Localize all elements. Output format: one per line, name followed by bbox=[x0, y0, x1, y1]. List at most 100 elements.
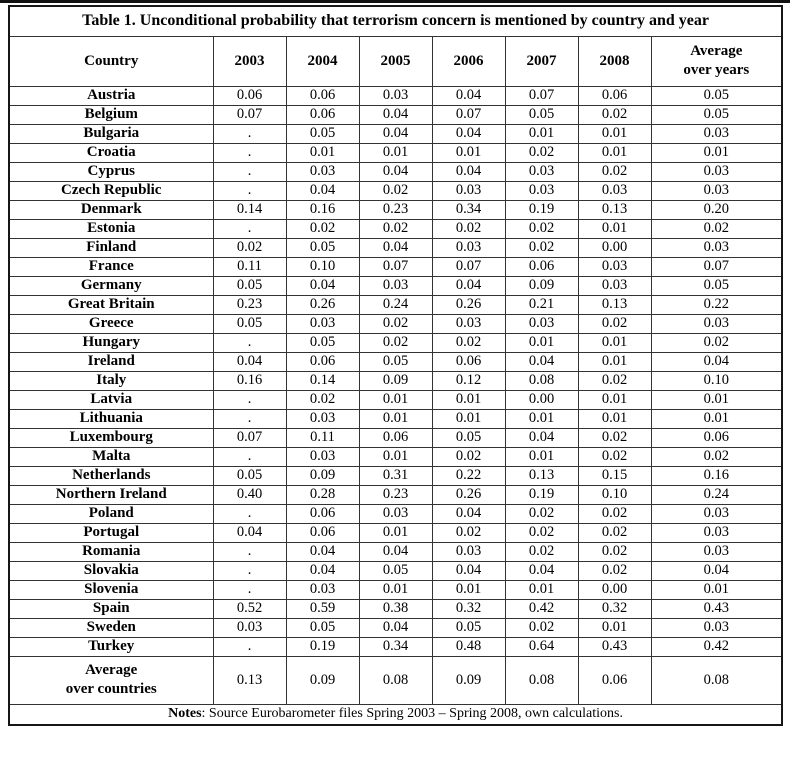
value-cell: 0.20 bbox=[650, 199, 783, 220]
value-cell: 0.23 bbox=[358, 484, 433, 505]
value-cell: 0.02 bbox=[577, 503, 652, 524]
value-cell: 0.01 bbox=[577, 617, 652, 638]
value-cell: 0.16 bbox=[212, 370, 287, 391]
value-cell: 0.02 bbox=[358, 218, 433, 239]
value-cell: 0.12 bbox=[431, 370, 506, 391]
table-row: Romania . 0.04 0.04 0.03 0.02 0.02 0.03 bbox=[8, 541, 783, 562]
value-cell: 0.00 bbox=[577, 579, 652, 600]
value-cell: 0.03 bbox=[431, 237, 506, 258]
value-cell: 0.28 bbox=[285, 484, 360, 505]
value-cell: 0.02 bbox=[285, 218, 360, 239]
country-cell: Greece bbox=[8, 313, 214, 334]
table-row: Finland 0.02 0.05 0.04 0.03 0.02 0.00 0.… bbox=[8, 237, 783, 258]
value-cell: 0.05 bbox=[285, 617, 360, 638]
value-cell: 0.02 bbox=[212, 237, 287, 258]
value-cell: 0.34 bbox=[358, 636, 433, 657]
country-cell: France bbox=[8, 256, 214, 277]
summary-value-cell: 0.08 bbox=[650, 655, 783, 705]
value-cell: 0.11 bbox=[285, 427, 360, 448]
value-cell: 0.02 bbox=[650, 332, 783, 353]
value-cell: . bbox=[212, 446, 287, 467]
value-cell: 0.10 bbox=[577, 484, 652, 505]
column-header-average: Average over years bbox=[650, 35, 783, 87]
table-row: Estonia . 0.02 0.02 0.02 0.02 0.01 0.02 bbox=[8, 218, 783, 239]
value-cell: 0.01 bbox=[358, 389, 433, 410]
value-cell: 0.22 bbox=[431, 465, 506, 486]
country-cell: Poland bbox=[8, 503, 214, 524]
value-cell: 0.02 bbox=[504, 522, 579, 543]
value-cell: 0.03 bbox=[285, 161, 360, 182]
value-cell: 0.40 bbox=[212, 484, 287, 505]
value-cell: 0.02 bbox=[577, 161, 652, 182]
value-cell: 0.01 bbox=[650, 408, 783, 429]
country-cell: Slovenia bbox=[8, 579, 214, 600]
country-cell: Luxembourg bbox=[8, 427, 214, 448]
value-cell: 0.03 bbox=[431, 180, 506, 201]
value-cell: 0.04 bbox=[358, 104, 433, 125]
value-cell: 0.01 bbox=[650, 142, 783, 163]
table-row: France 0.11 0.10 0.07 0.07 0.06 0.03 0.0… bbox=[8, 256, 783, 277]
value-cell: 0.01 bbox=[431, 389, 506, 410]
table-row: Luxembourg 0.07 0.11 0.06 0.05 0.04 0.02… bbox=[8, 427, 783, 448]
table-row: Slovakia . 0.04 0.05 0.04 0.04 0.02 0.04 bbox=[8, 560, 783, 581]
country-cell: Ireland bbox=[8, 351, 214, 372]
table-body: Austria 0.06 0.06 0.03 0.04 0.07 0.06 0.… bbox=[8, 85, 783, 657]
value-cell: 0.05 bbox=[504, 104, 579, 125]
value-cell: 0.06 bbox=[358, 427, 433, 448]
table-row: Italy 0.16 0.14 0.09 0.12 0.08 0.02 0.10 bbox=[8, 370, 783, 391]
summary-label-line1: Average bbox=[85, 661, 138, 678]
value-cell: . bbox=[212, 332, 287, 353]
value-cell: 0.04 bbox=[650, 351, 783, 372]
summary-value-cell: 0.08 bbox=[358, 655, 433, 705]
table-row: Denmark 0.14 0.16 0.23 0.34 0.19 0.13 0.… bbox=[8, 199, 783, 220]
value-cell: 0.10 bbox=[285, 256, 360, 277]
value-cell: 0.02 bbox=[577, 541, 652, 562]
value-cell: 0.04 bbox=[650, 560, 783, 581]
value-cell: 0.03 bbox=[650, 180, 783, 201]
value-cell: 0.19 bbox=[285, 636, 360, 657]
value-cell: 0.02 bbox=[577, 427, 652, 448]
value-cell: 0.03 bbox=[285, 579, 360, 600]
notes-row: Notes: Source Eurobarometer files Spring… bbox=[8, 703, 783, 726]
column-header-2005: 2005 bbox=[358, 35, 433, 87]
value-cell: 0.32 bbox=[577, 598, 652, 619]
value-cell: 0.03 bbox=[431, 313, 506, 334]
value-cell: 0.04 bbox=[285, 541, 360, 562]
table-title: Table 1. Unconditional probability that … bbox=[8, 5, 783, 37]
value-cell: . bbox=[212, 579, 287, 600]
table-row: Northern Ireland 0.40 0.28 0.23 0.26 0.1… bbox=[8, 484, 783, 505]
table-row: Sweden 0.03 0.05 0.04 0.05 0.02 0.01 0.0… bbox=[8, 617, 783, 638]
value-cell: 0.04 bbox=[431, 503, 506, 524]
value-cell: 0.02 bbox=[504, 218, 579, 239]
value-cell: . bbox=[212, 218, 287, 239]
value-cell: 0.02 bbox=[650, 218, 783, 239]
notes-label: Notes bbox=[168, 706, 202, 722]
value-cell: . bbox=[212, 560, 287, 581]
value-cell: 0.07 bbox=[212, 104, 287, 125]
terrorism-probability-table: Table 1. Unconditional probability that … bbox=[8, 5, 784, 726]
value-cell: 0.09 bbox=[504, 275, 579, 296]
value-cell: . bbox=[212, 142, 287, 163]
country-cell: Germany bbox=[8, 275, 214, 296]
value-cell: 0.52 bbox=[212, 598, 287, 619]
value-cell: 0.04 bbox=[504, 560, 579, 581]
notes-text: : Source Eurobarometer files Spring 2003… bbox=[201, 706, 623, 722]
value-cell: 0.05 bbox=[285, 123, 360, 144]
value-cell: 0.03 bbox=[650, 123, 783, 144]
table-row: Turkey . 0.19 0.34 0.48 0.64 0.43 0.42 bbox=[8, 636, 783, 657]
value-cell: 0.02 bbox=[504, 503, 579, 524]
value-cell: 0.24 bbox=[650, 484, 783, 505]
value-cell: 0.04 bbox=[431, 161, 506, 182]
value-cell: 0.03 bbox=[358, 503, 433, 524]
value-cell: 0.02 bbox=[577, 370, 652, 391]
value-cell: . bbox=[212, 389, 287, 410]
value-cell: 0.03 bbox=[358, 275, 433, 296]
country-cell: Turkey bbox=[8, 636, 214, 657]
value-cell: 0.01 bbox=[431, 408, 506, 429]
table-row: Austria 0.06 0.06 0.03 0.04 0.07 0.06 0.… bbox=[8, 85, 783, 106]
summary-label-line2: over countries bbox=[65, 681, 157, 697]
value-cell: 0.02 bbox=[577, 446, 652, 467]
value-cell: 0.02 bbox=[504, 617, 579, 638]
country-cell: Czech Republic bbox=[8, 180, 214, 201]
value-cell: 0.03 bbox=[285, 446, 360, 467]
